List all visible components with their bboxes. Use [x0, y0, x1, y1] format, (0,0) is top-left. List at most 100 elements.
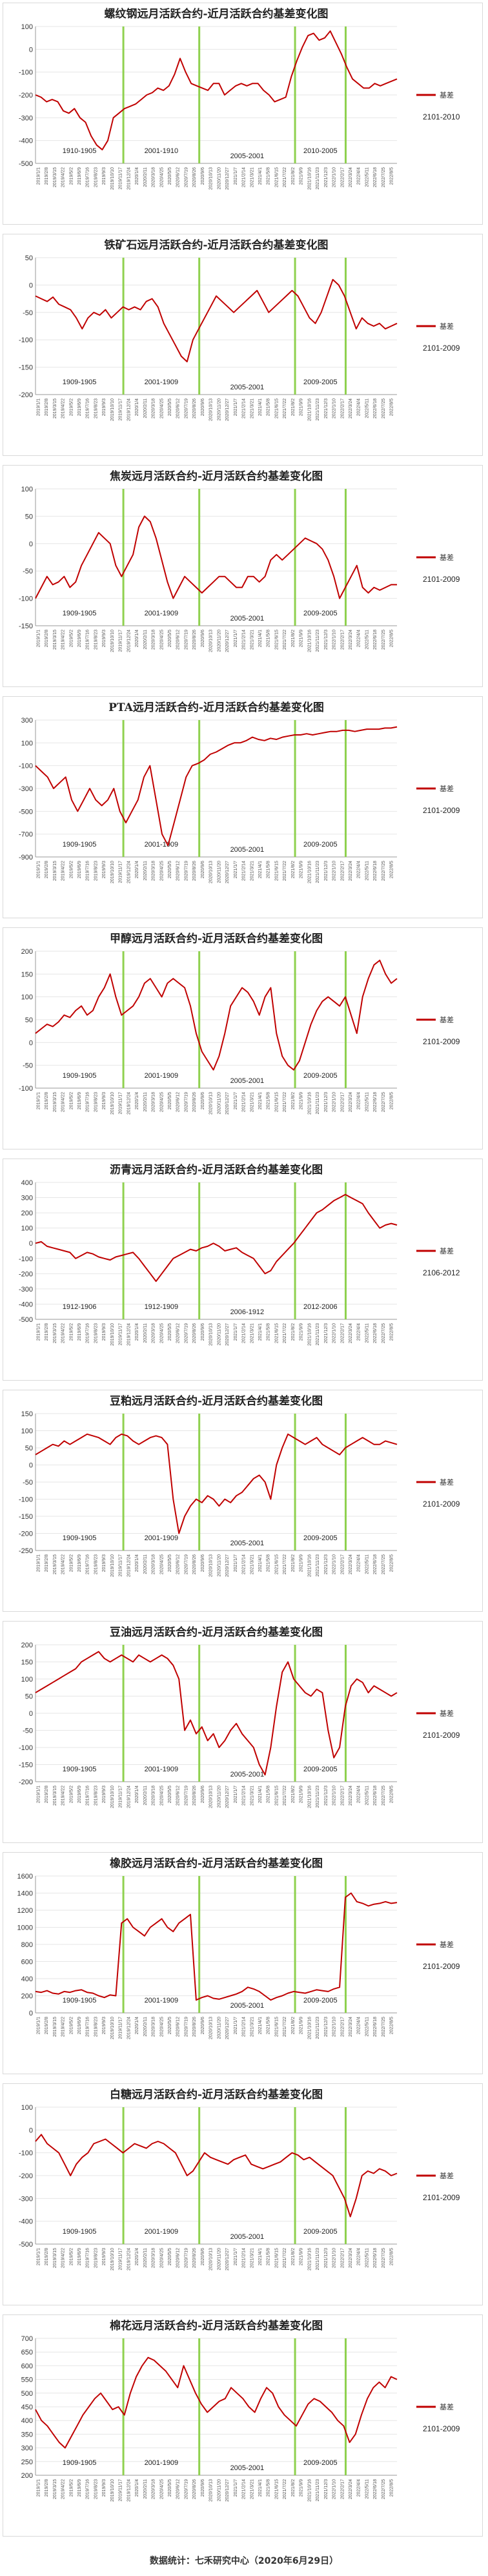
legend-label: 基差 — [440, 1709, 454, 1718]
chart-title: 沥青远月活跃合约-近月活跃合约基差变化图 — [110, 1163, 323, 1177]
x-tick-label: 2022/7/25 — [381, 2248, 386, 2268]
x-tick-label: 2020/3/18 — [152, 167, 156, 187]
x-tick-label: 2022/2/17 — [340, 1786, 345, 1806]
x-tick-label: 2019/8/23 — [94, 2479, 98, 2499]
x-tick-label: 2021/11/23 — [316, 398, 320, 421]
x-tick-label: 2019/5/2 — [69, 630, 74, 647]
chart-svg: 铁矿石远月活跃合约-近月活跃合约基差变化图500-50-100-150-2002… — [19, 238, 460, 421]
x-tick-label: 2020/10/13 — [209, 1554, 214, 1577]
x-tick-label: 2019/3/15 — [53, 1554, 57, 1574]
y-tick-label: 300 — [21, 717, 33, 725]
x-tick-label: 2020/10/13 — [209, 167, 214, 190]
x-tick-label: 2019/8/23 — [94, 1786, 98, 1806]
y-tick-label: -100 — [19, 595, 33, 603]
x-tick-label: 2021/2/14 — [242, 398, 247, 418]
x-tick-label: 2019/1/1 — [36, 2479, 41, 2497]
x-tick-label: 2019/10/10 — [110, 861, 115, 883]
x-tick-label: 2021/1/7 — [234, 1786, 238, 1803]
x-tick-label: 2019/2/8 — [45, 1323, 49, 1341]
x-tick-label: 2020/7/19 — [184, 167, 188, 187]
x-tick-label: 2019/8/23 — [94, 2017, 98, 2037]
y-tick-label: 1400 — [17, 1890, 33, 1898]
y-tick-label: -500 — [19, 160, 33, 168]
x-tick-label: 2020/3/18 — [152, 2248, 156, 2268]
segment-label: 2005-2001 — [230, 1077, 265, 1085]
chart-svg: 棉花远月活跃合约-近月活跃合约基差变化图 700 650 600 550 500 450 40… — [21, 2319, 460, 2502]
x-tick-label: 2022/2/17 — [340, 398, 345, 418]
x-tick-label: 2020/2/11 — [143, 1554, 148, 1574]
x-tick-label: 2022/3/24 — [349, 2479, 353, 2499]
segment-label: 2001-1909 — [145, 2459, 179, 2467]
chart-title: 螺纹钢远月活跃合约-近月活跃合约基差变化图 — [104, 7, 328, 21]
x-tick-label: 2022/4/4 — [357, 1092, 361, 1109]
x-tick-label: 2019/12/24 — [127, 861, 131, 883]
x-tick-label: 2021/1/7 — [234, 2479, 238, 2497]
x-tick-label: 2019/2/8 — [45, 861, 49, 878]
segment-label: 1909-1905 — [63, 610, 97, 617]
chart-title: PTA远月活跃合约-近月活跃合约基差变化图 — [108, 701, 324, 714]
x-tick-label: 2022/2/17 — [340, 2479, 345, 2499]
x-tick-label: 2020/1/4 — [135, 2479, 139, 2497]
x-tick-label: 2022/4/4 — [357, 1554, 361, 1572]
x-tick-label: 2021/6/15 — [274, 2017, 279, 2037]
y-tick-label: -100 — [19, 2150, 33, 2158]
y-tick-label: 300 — [21, 2445, 33, 2453]
x-tick-label: 2021/6/15 — [274, 2248, 279, 2268]
segment-label: 1910-1905 — [63, 147, 97, 155]
y-tick-label: -300 — [19, 114, 33, 122]
x-tick-label: 2019/11/17 — [119, 167, 123, 190]
y-tick-label: 600 — [21, 1959, 33, 1966]
x-tick-label: 2022/1/10 — [332, 1323, 337, 1343]
y-tick-label: 800 — [21, 1941, 33, 1949]
x-tick-label: 2019/2/8 — [45, 1554, 49, 1572]
x-tick-label: 2019/8/23 — [94, 630, 98, 650]
x-tick-label: 2019/3/15 — [53, 2248, 57, 2268]
x-tick-label: 2021/11/23 — [316, 167, 320, 190]
x-tick-label: 2020/6/12 — [176, 630, 181, 650]
x-tick-label: 2021/7/22 — [283, 861, 287, 881]
x-tick-label: 2022/2/17 — [340, 167, 345, 187]
segment-label: 2001-1909 — [145, 2228, 179, 2236]
x-tick-label: 2020/3/18 — [152, 2479, 156, 2499]
y-tick-label: -100 — [19, 1255, 33, 1263]
x-tick-label: 2019/12/24 — [127, 167, 131, 190]
y-tick-label: -200 — [19, 2172, 33, 2180]
x-tick-label: 2021/7/22 — [283, 2017, 287, 2037]
x-tick-label: 2021/2/14 — [242, 630, 247, 650]
x-tick-label: 2022/3/24 — [349, 1554, 353, 1574]
x-tick-label: 2022/4/4 — [357, 167, 361, 185]
x-tick-label: 2022/8/5 — [390, 630, 394, 647]
x-tick-label: 2020/10/13 — [209, 861, 214, 883]
x-tick-label: 2021/6/15 — [274, 167, 279, 187]
x-tick-label: 2019/12/24 — [127, 1554, 131, 1577]
x-tick-label: 2022/2/17 — [340, 630, 345, 650]
y-tick-label: -700 — [19, 831, 33, 839]
x-tick-label: 2020/5/5 — [168, 2017, 172, 2034]
chart-svg: 橡胶远月活跃合约-近月活跃合约基差变化图 1600 1400 1200 1000 800 6… — [17, 1857, 460, 2039]
x-tick-label: 2020/8/26 — [192, 861, 197, 881]
x-tick-label: 2019/9/3 — [102, 1786, 107, 1803]
x-tick-label: 2021/12/3 — [324, 167, 329, 187]
contract-range-label: 2106-2012 — [423, 1268, 460, 1277]
x-tick-label: 2019/4/22 — [61, 1323, 66, 1343]
x-tick-label: 2019/12/24 — [127, 1092, 131, 1115]
y-tick-label: -150 — [19, 1762, 33, 1769]
x-tick-label: 2019/1/1 — [36, 1554, 41, 1572]
x-tick-label: 2020/11/20 — [217, 861, 221, 883]
x-tick-label: 2020/7/19 — [184, 2479, 188, 2499]
x-tick-label: 2021/4/1 — [258, 167, 263, 185]
y-tick-label: -200 — [19, 1270, 33, 1278]
segment-label: 2012-2006 — [303, 1303, 338, 1311]
x-tick-label: 2022/5/11 — [365, 398, 369, 418]
x-tick-label: 2020/12/27 — [225, 1554, 230, 1577]
y-tick-label: -50 — [23, 309, 33, 317]
x-tick-label: 2019/4/22 — [61, 167, 66, 187]
series-line — [35, 960, 398, 1071]
x-tick-label: 2021/8/2 — [291, 1786, 296, 1803]
x-tick-label: 2019/11/17 — [119, 1092, 123, 1115]
legend-label: 基差 — [440, 2402, 454, 2411]
legend-label: 基差 — [440, 1478, 454, 1487]
x-tick-label: 2020/12/27 — [225, 398, 230, 421]
x-tick-label: 2020/6/12 — [176, 2017, 181, 2037]
x-tick-label: 2021/12/3 — [324, 1323, 329, 1343]
